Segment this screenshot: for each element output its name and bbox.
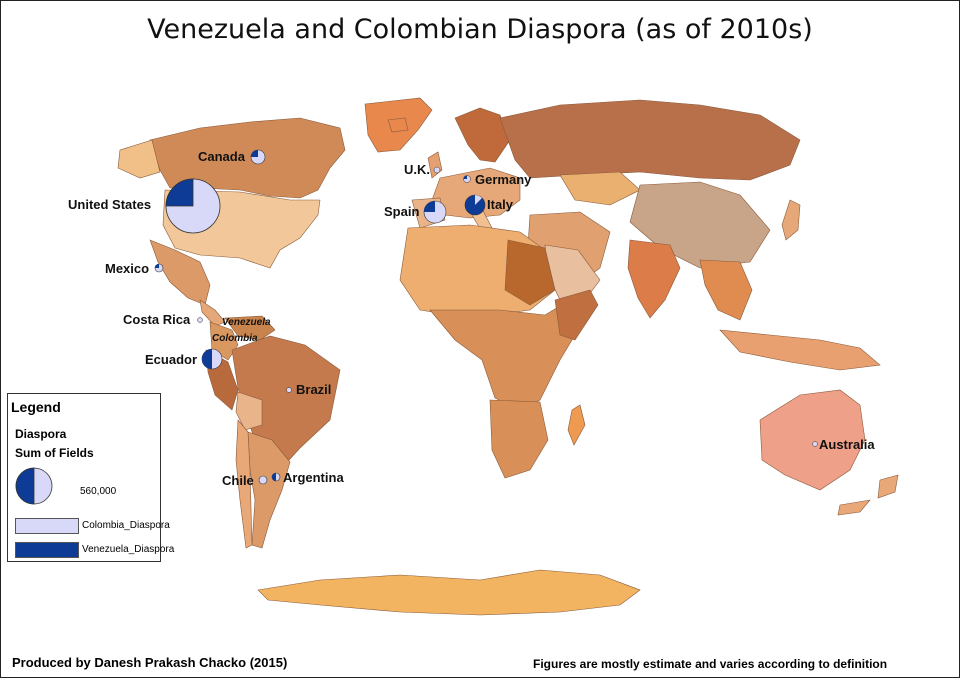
iceland-shape bbox=[387, 117, 409, 133]
southern-africa-shape bbox=[489, 399, 549, 479]
japan-shape bbox=[781, 199, 801, 241]
argentina-shape bbox=[247, 431, 291, 549]
australia-shape bbox=[759, 389, 866, 491]
label-spain: Spain bbox=[384, 204, 420, 219]
pie-canada-venezuela bbox=[251, 150, 258, 157]
pie-costarica-colombia bbox=[197, 317, 203, 323]
label-uk: U.K. bbox=[404, 162, 430, 177]
pie-argentina-venezuela bbox=[272, 473, 276, 481]
label-italy: Italy bbox=[487, 197, 514, 212]
label-mexico: Mexico bbox=[105, 261, 150, 276]
india-shape bbox=[627, 239, 681, 319]
pie-australia-colombia bbox=[812, 441, 818, 447]
legend-layer-name: Diaspora bbox=[15, 427, 67, 441]
scandinavia-shape bbox=[454, 107, 511, 163]
label-brazil: Brazil bbox=[296, 382, 332, 397]
label-australia: Australia bbox=[819, 437, 875, 452]
pie-us-venezuela bbox=[165, 178, 194, 207]
southeast-asia-shape bbox=[699, 259, 753, 321]
pie-chile-colombia bbox=[258, 475, 268, 485]
antarctica-shape bbox=[257, 569, 641, 616]
legend-label-venezuela: Venezuela_Diaspora bbox=[82, 544, 175, 555]
label-germany: Germany bbox=[475, 172, 532, 187]
label-colombia: Colombia bbox=[212, 333, 258, 344]
label-costa-rica: Costa Rica bbox=[123, 312, 191, 327]
map-legend: Legend Diaspora Sum of Fields 560,000 Co… bbox=[7, 393, 174, 562]
pie-mexico-venezuela bbox=[155, 264, 159, 268]
pie-uk-colombia bbox=[433, 166, 441, 174]
legend-heading: Legend bbox=[11, 399, 61, 415]
legend-pie-symbol bbox=[15, 467, 53, 505]
alaska-shape bbox=[117, 139, 161, 179]
label-ecuador: Ecuador bbox=[145, 352, 198, 367]
pie-spain-venezuela bbox=[424, 201, 435, 212]
russia-shape bbox=[499, 99, 801, 181]
pie-germany-venezuela bbox=[463, 175, 467, 179]
central-africa-shape bbox=[429, 299, 579, 411]
new-zealand-shape bbox=[837, 474, 899, 516]
pie-ecuador-venezuela bbox=[202, 349, 212, 369]
horn-of-africa-shape bbox=[554, 289, 599, 341]
sudan-shape bbox=[504, 239, 556, 306]
indonesia-shape bbox=[719, 329, 881, 371]
venezuela-shape bbox=[224, 315, 276, 341]
label-argentina: Argentina bbox=[283, 470, 344, 485]
pie-brazil-colombia bbox=[286, 387, 292, 393]
legend-swatch-colombia bbox=[15, 518, 79, 534]
map-title: Venezuela and Colombian Diaspora (as of … bbox=[147, 14, 813, 45]
label-canada: Canada bbox=[198, 149, 245, 164]
legend-swatch-venezuela bbox=[15, 542, 79, 558]
legend-field-name: Sum of Fields bbox=[15, 446, 94, 460]
diaspora-pies bbox=[154, 149, 818, 485]
central-america-shape bbox=[199, 299, 226, 327]
legend-label-colombia: Colombia_Diaspora bbox=[82, 520, 170, 531]
chile-shape bbox=[235, 419, 253, 549]
credit-text: Produced by Danesh Prakash Chacko (2015) bbox=[12, 655, 288, 670]
kazakhstan-shape bbox=[559, 171, 641, 206]
madagascar-shape bbox=[567, 404, 586, 446]
pie-italy-colombia bbox=[475, 195, 482, 205]
uk-shape bbox=[427, 151, 443, 179]
bolivia-shape bbox=[235, 391, 263, 431]
label-united-states: United States bbox=[68, 197, 152, 212]
legend-size-value: 560,000 bbox=[80, 486, 117, 497]
disclaimer-text: Figures are mostly estimate and varies a… bbox=[533, 657, 888, 671]
label-chile: Chile bbox=[222, 473, 254, 488]
label-venezuela: Venezuela bbox=[222, 317, 271, 328]
